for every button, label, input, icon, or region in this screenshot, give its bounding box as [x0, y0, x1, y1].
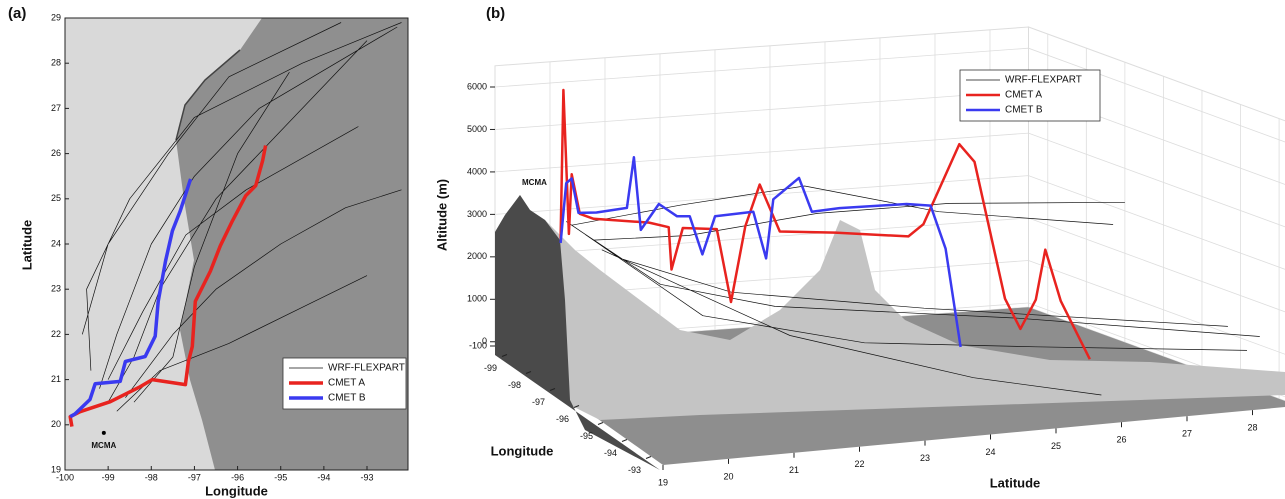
- x-tick-label: -98: [145, 472, 158, 482]
- lon-axis-title: Longitude: [491, 443, 554, 458]
- grid-line: [494, 175, 1285, 270]
- x-tick-label: -100: [56, 472, 74, 482]
- lon-tick-label: -98: [508, 380, 521, 390]
- lon-tick: [549, 388, 556, 391]
- trajectory: [81, 22, 402, 412]
- x-tick-label: 22: [854, 459, 864, 469]
- z-tick-label: 2000: [467, 251, 487, 261]
- lon-tick-label: -99: [484, 363, 497, 373]
- y-tick-label: 27: [51, 103, 61, 113]
- grid-line: [494, 132, 1285, 228]
- z-tick-label: 5000: [467, 124, 487, 134]
- y-tick-label: 25: [51, 193, 61, 203]
- x-tick-label: -99: [102, 472, 115, 482]
- trajectory: [559, 156, 962, 348]
- x-tick-label: 25: [1051, 441, 1061, 451]
- coastline: [175, 49, 241, 141]
- terrain: [495, 195, 1285, 420]
- y-tick-label: 21: [51, 374, 61, 384]
- x-tick-label: 19: [658, 477, 668, 487]
- site-label: MCMA: [522, 178, 547, 187]
- lon-tick-label: -95: [580, 431, 593, 441]
- lon-tick: [621, 439, 628, 442]
- lon-tick-label: -97: [532, 397, 545, 407]
- x-tick-label: -96: [231, 472, 244, 482]
- panel-label: (b): [486, 5, 505, 22]
- lon-tick-label: -96: [556, 414, 569, 424]
- legend-label: CMET B: [1005, 105, 1043, 116]
- legend-label: CMET B: [328, 393, 366, 404]
- y-tick-label: 24: [51, 238, 61, 248]
- legend-label: WRF-FLEXPART: [328, 363, 405, 374]
- z-tick-label: 3000: [467, 209, 487, 219]
- x-tick-label: 27: [1182, 429, 1192, 439]
- x-axis-title: Longitude: [205, 483, 268, 498]
- grid-line: [494, 47, 1285, 143]
- site-marker: [101, 430, 106, 435]
- lon-tick: [525, 371, 532, 374]
- trajectory: [559, 88, 1091, 360]
- terrain-wall: [495, 195, 660, 470]
- y-tick-label: 20: [51, 419, 61, 429]
- lon-tick: [573, 405, 580, 408]
- x-tick-label: 24: [985, 447, 995, 457]
- x-tick-label: -94: [317, 472, 330, 482]
- x-tick-label: -95: [274, 472, 287, 482]
- y-tick-label: 28: [51, 58, 61, 68]
- trajectory: [566, 185, 1260, 396]
- trajectory: [68, 145, 268, 427]
- lon-tick: [501, 354, 508, 357]
- y-tick-label: 22: [51, 329, 61, 339]
- y-tick-label: 23: [51, 284, 61, 294]
- y-tick-label: 19: [51, 464, 61, 474]
- trajectory: [69, 178, 193, 419]
- lon-tick-label: -93: [628, 465, 641, 475]
- x-tick-label: -97: [188, 472, 201, 482]
- x-tick-label: 26: [1116, 435, 1126, 445]
- lon-tick: [645, 456, 652, 459]
- legend-label: CMET A: [328, 378, 365, 389]
- x-tick-label: 28: [1247, 422, 1257, 432]
- z-tick-label: 1000: [467, 294, 487, 304]
- z-tick-label: 0: [482, 336, 487, 346]
- y-tick-label: 29: [51, 12, 61, 22]
- z-tick-label: -100: [469, 340, 487, 350]
- x-tick-label: 23: [920, 453, 930, 463]
- legend-label: CMET A: [1005, 90, 1042, 101]
- z-tick-label: 4000: [467, 166, 487, 176]
- site-label: MCMA: [91, 441, 116, 450]
- panel-label: (a): [8, 5, 26, 22]
- lon-tick-label: -94: [604, 448, 617, 458]
- y-axis-title: Altitude (m): [434, 179, 449, 251]
- y-tick-label: 26: [51, 148, 61, 158]
- y-axis-title: Latitude: [19, 220, 34, 271]
- x-tick-label: 21: [789, 465, 799, 475]
- lon-tick: [597, 422, 604, 425]
- x-tick-label: -93: [361, 472, 374, 482]
- x-axis-title: Latitude: [990, 475, 1041, 490]
- x-tick-label: 20: [723, 471, 733, 481]
- z-tick-label: 6000: [467, 81, 487, 91]
- legend-label: WRF-FLEXPART: [1005, 75, 1082, 86]
